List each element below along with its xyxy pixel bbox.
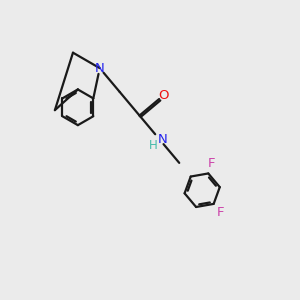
- Text: F: F: [217, 206, 224, 218]
- Text: O: O: [158, 89, 168, 102]
- Text: H: H: [148, 139, 157, 152]
- Text: N: N: [158, 133, 167, 146]
- Text: N: N: [95, 61, 105, 75]
- Text: F: F: [208, 157, 216, 170]
